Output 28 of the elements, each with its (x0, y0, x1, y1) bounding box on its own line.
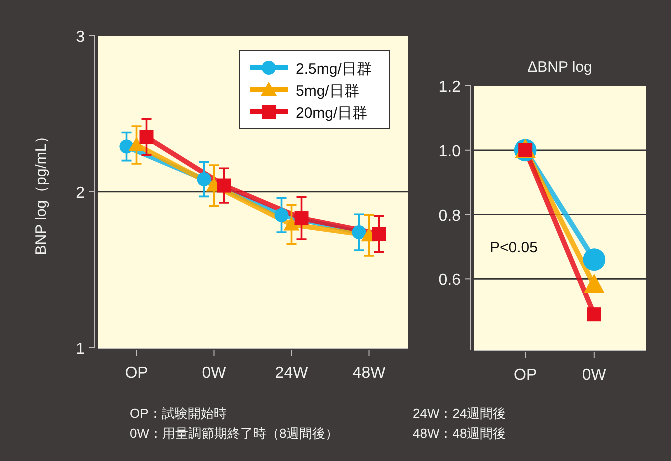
y-tick-label: 0.6 (438, 272, 462, 290)
y-tick-label: 3 (76, 29, 86, 46)
x-tick-label: 24W (275, 365, 310, 382)
y-tick-label: 1 (76, 341, 86, 358)
text: 0W：用量調節期終了時（8週間後） (130, 426, 339, 441)
chart-title: ΔBNP log (528, 59, 592, 76)
point (583, 248, 606, 272)
y-axis-title: BNP log（pg/mL） (33, 128, 50, 256)
x-tick-label: 0W (202, 365, 228, 382)
legend-item: 5mg/日群 (250, 82, 360, 100)
y-tick-label: 1.2 (438, 79, 462, 96)
legend-label: 5mg/日群 (296, 83, 360, 100)
legend-item: 20mg/日群 (250, 105, 368, 122)
x-tick-label: 0W (582, 367, 608, 384)
x-tick-label: OP (125, 365, 148, 382)
legend-label: 2.5mg/日群 (296, 61, 372, 78)
x-tick-label: OP (514, 367, 538, 384)
x-tick-label: 48W (352, 365, 387, 382)
text: 48W：48週間後 (413, 426, 506, 441)
text: 24W：24週間後 (413, 406, 506, 421)
legend-label: 20mg/日群 (296, 105, 368, 122)
text: OP：試験開始時 (130, 406, 227, 421)
y-tick-label: 2 (76, 185, 86, 202)
point (587, 308, 602, 322)
annotation: P<0.05 (490, 239, 538, 256)
legend-item: 2.5mg/日群 (250, 61, 372, 78)
y-tick-label: 0.8 (438, 208, 462, 225)
y-tick-label: 1.0 (438, 143, 462, 160)
